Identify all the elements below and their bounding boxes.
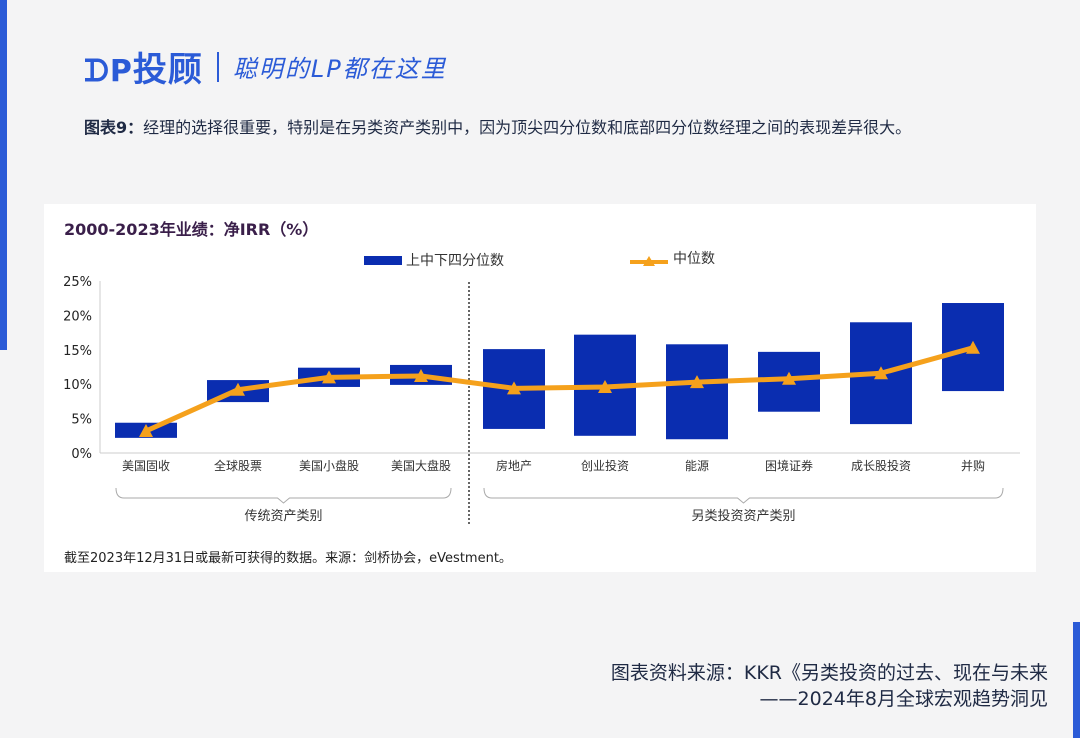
x-tick-label: 困境证券 <box>765 458 813 473</box>
source-line-1: 图表资料来源：KKR《另类投资的过去、现在与未来 <box>610 662 1048 684</box>
group-label: 传统资产类别 <box>244 509 322 524</box>
legend-label-quartile: 上中下四分位数 <box>406 253 504 269</box>
x-tick-label: 美国小盘股 <box>299 458 359 473</box>
x-tick-label: 美国固收 <box>122 459 170 473</box>
median-marker <box>874 366 888 380</box>
chart-card: 2000-2023年业绩：净IRR（%） 0% 5% 10% 15% 20% 25% 美国固… <box>44 204 1036 572</box>
median-marker <box>507 381 521 395</box>
source-citation: 图表资料来源：KKR《另类投资的过去、现在与未来 ——2024年8月全球宏观趋势… <box>611 660 1048 712</box>
median-marker <box>966 340 980 354</box>
figure-caption: 图表9：经理的选择很重要，特别是在另类资产类别中，因为顶尖四分位数和底部四分位数… <box>84 114 911 138</box>
y-tick-label: 5% <box>71 413 92 428</box>
legend-median-marker <box>643 256 655 266</box>
x-tick-label: 能源 <box>685 459 709 473</box>
x-tick-label: 并购 <box>961 458 985 473</box>
x-tick-label: 全球股票 <box>214 458 262 473</box>
group-label: 另类投资资产类别 <box>691 508 795 524</box>
source-line-2: ——2024年8月全球宏观趋势洞见 <box>759 688 1048 710</box>
y-tick-label: 10% <box>63 378 92 393</box>
median-line <box>144 345 974 434</box>
logo: ᗪP投顾 <box>84 50 203 90</box>
y-tick-label: 15% <box>63 344 92 359</box>
x-tick-label: 房地产 <box>496 458 532 473</box>
median-marker <box>139 423 153 437</box>
median-marker <box>414 368 428 382</box>
quartile-bar <box>666 344 728 440</box>
x-tick-label: 美国大盘股 <box>391 458 451 473</box>
median-marker <box>322 370 336 384</box>
x-tick-label: 创业投资 <box>581 458 629 473</box>
brand-header: ᗪP投顾 聪明的LP都在这里 <box>84 42 447 91</box>
y-tick-label: 25% <box>63 275 92 290</box>
figure-label: 图表9： <box>84 118 144 137</box>
figure-caption-text: 经理的选择很重要，特别是在另类资产类别中，因为顶尖四分位数和底部四分位数经理之间… <box>143 118 912 137</box>
y-tick-label: 20% <box>63 309 92 324</box>
right-accent-bar <box>1073 622 1080 738</box>
slogan: 聪明的LP都在这里 <box>232 55 447 83</box>
chart-title: 2000-2023年业绩：净IRR（%） <box>64 220 319 239</box>
divider <box>216 51 219 82</box>
left-accent-bar <box>0 0 7 350</box>
median-marker <box>782 371 796 385</box>
legend-label-median: 中位数 <box>673 251 715 267</box>
median-marker <box>690 375 704 389</box>
chart-note: 截至2023年12月31日或最新可获得的数据。来源：剑桥协会，eVestment… <box>64 551 512 566</box>
x-tick-label: 成长股投资 <box>851 458 911 473</box>
median-marker <box>598 379 612 393</box>
group-bracket <box>115 487 452 504</box>
y-tick-label: 0% <box>71 447 92 462</box>
group-bracket <box>483 487 1004 504</box>
chart: 0% 5% 10% 15% 20% 25% 美国固收 全球股票 美国小盘股 美国大盘股 房地产 创业投… <box>63 251 1020 524</box>
median-marker <box>231 382 245 396</box>
legend-swatch-quartile <box>364 256 402 265</box>
